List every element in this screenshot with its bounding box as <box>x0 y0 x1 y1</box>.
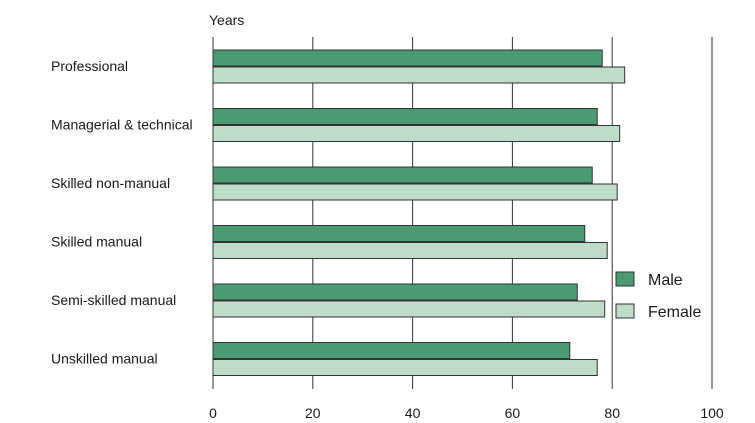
gridlines <box>212 37 713 389</box>
legend-swatch-male <box>615 271 635 287</box>
bar-male-1 <box>212 108 598 125</box>
legend-swatch-female <box>615 303 635 319</box>
bar-female-1 <box>212 125 621 142</box>
bar-male-3 <box>212 225 586 242</box>
legend-label-female: Female <box>648 304 701 321</box>
category-label: Unskilled manual <box>51 351 158 367</box>
x-tick-label: 60 <box>505 405 521 421</box>
category-label: Semi-skilled manual <box>51 292 176 308</box>
bar-female-3 <box>212 242 608 259</box>
axis-unit-label: Years <box>209 12 244 28</box>
category-label: Professional <box>51 58 128 74</box>
x-tick-label: 0 <box>209 405 217 421</box>
category-label: Skilled manual <box>51 234 142 250</box>
legend-label-male: Male <box>648 272 683 289</box>
bar-male-0 <box>212 49 603 67</box>
bar-female-4 <box>212 300 606 318</box>
category-label: Skilled non-manual <box>51 175 170 191</box>
x-axis-ticks: 0 20 40 60 80 100 <box>209 405 724 421</box>
bar-female-5 <box>212 359 598 376</box>
bar-male-5 <box>212 342 571 359</box>
x-tick-label: 80 <box>604 405 620 421</box>
bars <box>212 49 626 376</box>
category-labels: Professional Managerial & technical Skille… <box>51 58 193 367</box>
category-label: Managerial & technical <box>51 117 193 133</box>
x-tick-label: 40 <box>405 405 421 421</box>
x-tick-label: 100 <box>700 405 724 421</box>
bar-male-4 <box>212 283 578 301</box>
x-tick-label: 20 <box>305 405 321 421</box>
bar-male-2 <box>212 166 593 184</box>
bar-female-2 <box>212 183 618 201</box>
legend: Male Female <box>615 271 701 321</box>
bar-female-0 <box>212 66 626 84</box>
